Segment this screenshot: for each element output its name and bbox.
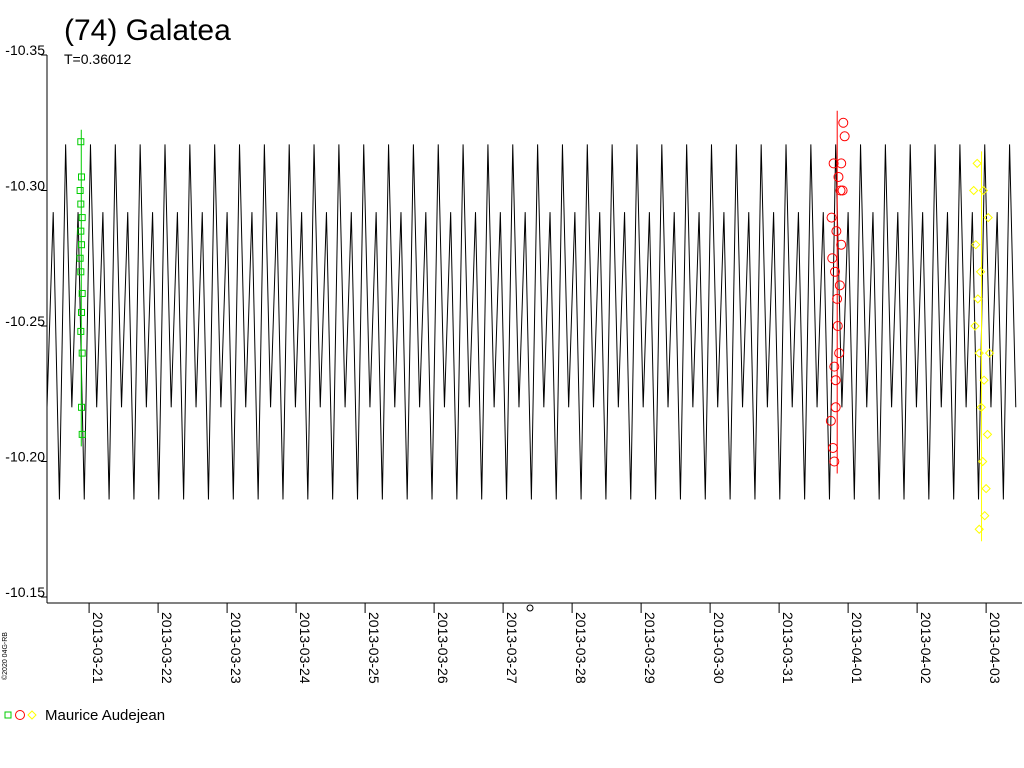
legend-marker: [15, 710, 25, 720]
data-point: [76, 254, 84, 262]
data-point: [973, 294, 983, 304]
data-point: [968, 185, 979, 196]
data-point: [837, 185, 848, 196]
data-point: [836, 239, 847, 250]
data-point: [971, 239, 981, 250]
x-tick-label: 2013-03-21: [90, 612, 106, 684]
data-point: [974, 348, 984, 358]
data-point: [978, 185, 989, 196]
x-tick-label: 2013-03-31: [780, 612, 796, 684]
data-point: [983, 212, 993, 223]
data-point: [839, 131, 850, 142]
data-point: [825, 415, 836, 426]
data-point: [984, 348, 995, 358]
data-point: [831, 226, 842, 237]
data-point: [78, 214, 86, 222]
x-tick-label: 2013-04-03: [987, 612, 1003, 684]
chart-title: (74) Galatea: [64, 14, 231, 47]
data-point: [77, 138, 85, 146]
x-tick-label: 2013-03-29: [642, 612, 658, 684]
data-point: [77, 200, 85, 208]
chart-subtitle: T=0.36012: [64, 51, 132, 67]
data-point: [77, 227, 85, 235]
x-tick-label: 2013-03-26: [435, 612, 451, 684]
data-point: [974, 524, 984, 534]
x-tick-label: 2013-04-02: [918, 612, 934, 684]
data-point: [832, 321, 843, 331]
y-tick-label: -10.20: [5, 449, 45, 465]
data-point: [77, 268, 85, 276]
data-point: [828, 158, 839, 169]
data-point: [836, 158, 847, 169]
data-point: [834, 280, 845, 291]
data-point: [976, 402, 986, 413]
x-tick-label: 2013-03-23: [228, 612, 244, 684]
legend-label: Maurice Audejean: [45, 707, 165, 724]
x-tick-label: 2013-03-22: [159, 612, 175, 684]
data-point: [830, 266, 841, 277]
data-point: [830, 402, 841, 413]
data-point: [78, 241, 86, 249]
data-point: [78, 403, 86, 411]
copyright: ©2020 04G-RB: [1, 632, 9, 680]
data-point: [982, 429, 993, 440]
x-tick-label: 2013-03-24: [297, 612, 313, 684]
y-tick-label: -10.35: [5, 42, 45, 58]
y-tick-label: -10.15: [5, 584, 45, 600]
data-point: [977, 456, 988, 467]
data-point: [833, 171, 844, 182]
data-point: [830, 375, 841, 386]
data-point: [979, 375, 989, 385]
data-point: [827, 442, 838, 453]
y-tick-label: -10.25: [5, 313, 45, 329]
legend-marker: [4, 711, 12, 719]
data-point: [835, 185, 846, 196]
data-point: [832, 293, 843, 304]
data-point: [829, 456, 840, 467]
data-point: [78, 308, 86, 316]
data-point: [78, 173, 86, 181]
data-point: [838, 117, 849, 128]
data-point: [981, 483, 991, 494]
x-tick-label: 2013-03-30: [711, 612, 727, 684]
x-tick-label: 2013-03-25: [366, 612, 382, 684]
legend-marker: [27, 710, 37, 720]
data-point: [77, 327, 85, 335]
data-point: [78, 430, 86, 438]
data-point: [972, 158, 982, 169]
data-point: [78, 289, 86, 297]
data-point: [975, 267, 986, 277]
x-tick-label: 2013-03-27: [504, 612, 520, 684]
data-point: [834, 348, 845, 359]
data-point: [78, 349, 86, 357]
data-point: [826, 212, 837, 223]
x-tick-label: 2013-04-01: [849, 612, 865, 684]
y-tick-label: -10.30: [5, 178, 45, 194]
data-point: [829, 361, 840, 372]
model-curve: [46, 144, 1017, 500]
data-point: [827, 253, 838, 264]
marker-icon: [526, 604, 534, 612]
data-point: [980, 510, 990, 521]
data-point: [76, 187, 84, 194]
x-tick-label: 2013-03-28: [573, 612, 589, 684]
data-point: [970, 321, 980, 331]
